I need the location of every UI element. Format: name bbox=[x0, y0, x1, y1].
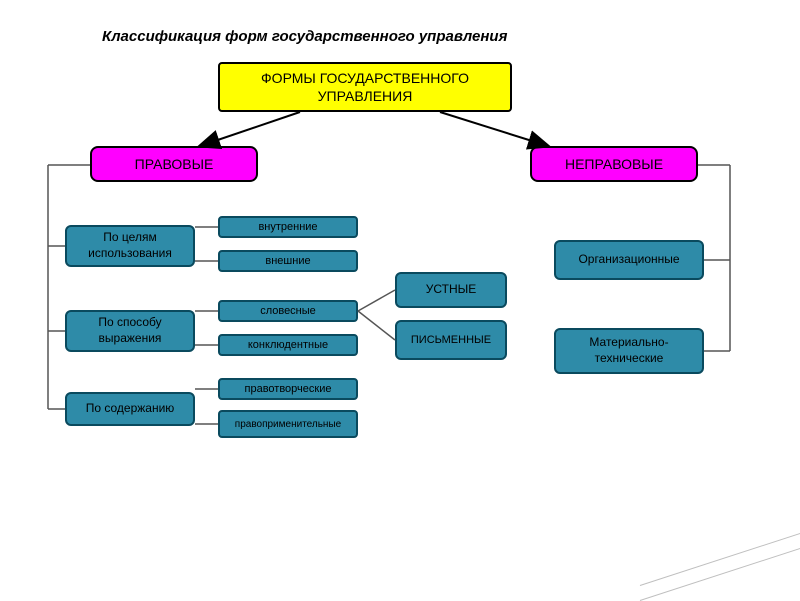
item-internal-label: внутренние bbox=[258, 220, 317, 234]
mid-written-label: ПИСЬМЕННЫЕ bbox=[411, 333, 491, 347]
mid-oral: УСТНЫЕ bbox=[395, 272, 507, 308]
group-expression-label: По способу выражения bbox=[67, 315, 193, 346]
item-internal: внутренние bbox=[218, 216, 358, 238]
diagram-title: Классификация форм государственного упра… bbox=[102, 28, 507, 45]
category-right-label: НЕПРАВОВЫЕ bbox=[565, 155, 663, 173]
right-org-label: Организационные bbox=[578, 252, 679, 268]
group-goals-label: По целям использования bbox=[67, 230, 193, 261]
right-material: Материально-технические bbox=[554, 328, 704, 374]
group-content-label: По содержанию bbox=[86, 401, 175, 417]
item-lawmaking: правотворческие bbox=[218, 378, 358, 400]
item-lawmaking-label: правотворческие bbox=[245, 382, 332, 396]
item-lawapplying-label: правоприменительные bbox=[235, 418, 341, 431]
main-node-label: ФОРМЫ ГОСУДАРСТВЕННОГО УПРАВЛЕНИЯ bbox=[220, 69, 510, 105]
item-conclusive: конклюдентные bbox=[218, 334, 358, 356]
decor-line-2 bbox=[640, 538, 800, 601]
item-conclusive-label: конклюдентные bbox=[248, 338, 328, 352]
item-lawapplying: правоприменительные bbox=[218, 410, 358, 438]
item-external-label: внешние bbox=[265, 254, 310, 268]
category-left-label: ПРАВОВЫЕ bbox=[135, 155, 214, 173]
main-node: ФОРМЫ ГОСУДАРСТВЕННОГО УПРАВЛЕНИЯ bbox=[218, 62, 512, 112]
right-material-label: Материально-технические bbox=[556, 335, 702, 366]
group-content: По содержанию bbox=[65, 392, 195, 426]
group-expression: По способу выражения bbox=[65, 310, 195, 352]
group-goals: По целям использования bbox=[65, 225, 195, 267]
item-verbal: словесные bbox=[218, 300, 358, 322]
mid-written: ПИСЬМЕННЫЕ bbox=[395, 320, 507, 360]
item-verbal-label: словесные bbox=[260, 304, 316, 318]
mid-oral-label: УСТНЫЕ bbox=[426, 282, 477, 298]
category-left: ПРАВОВЫЕ bbox=[90, 146, 258, 182]
item-external: внешние bbox=[218, 250, 358, 272]
category-right: НЕПРАВОВЫЕ bbox=[530, 146, 698, 182]
right-org: Организационные bbox=[554, 240, 704, 280]
